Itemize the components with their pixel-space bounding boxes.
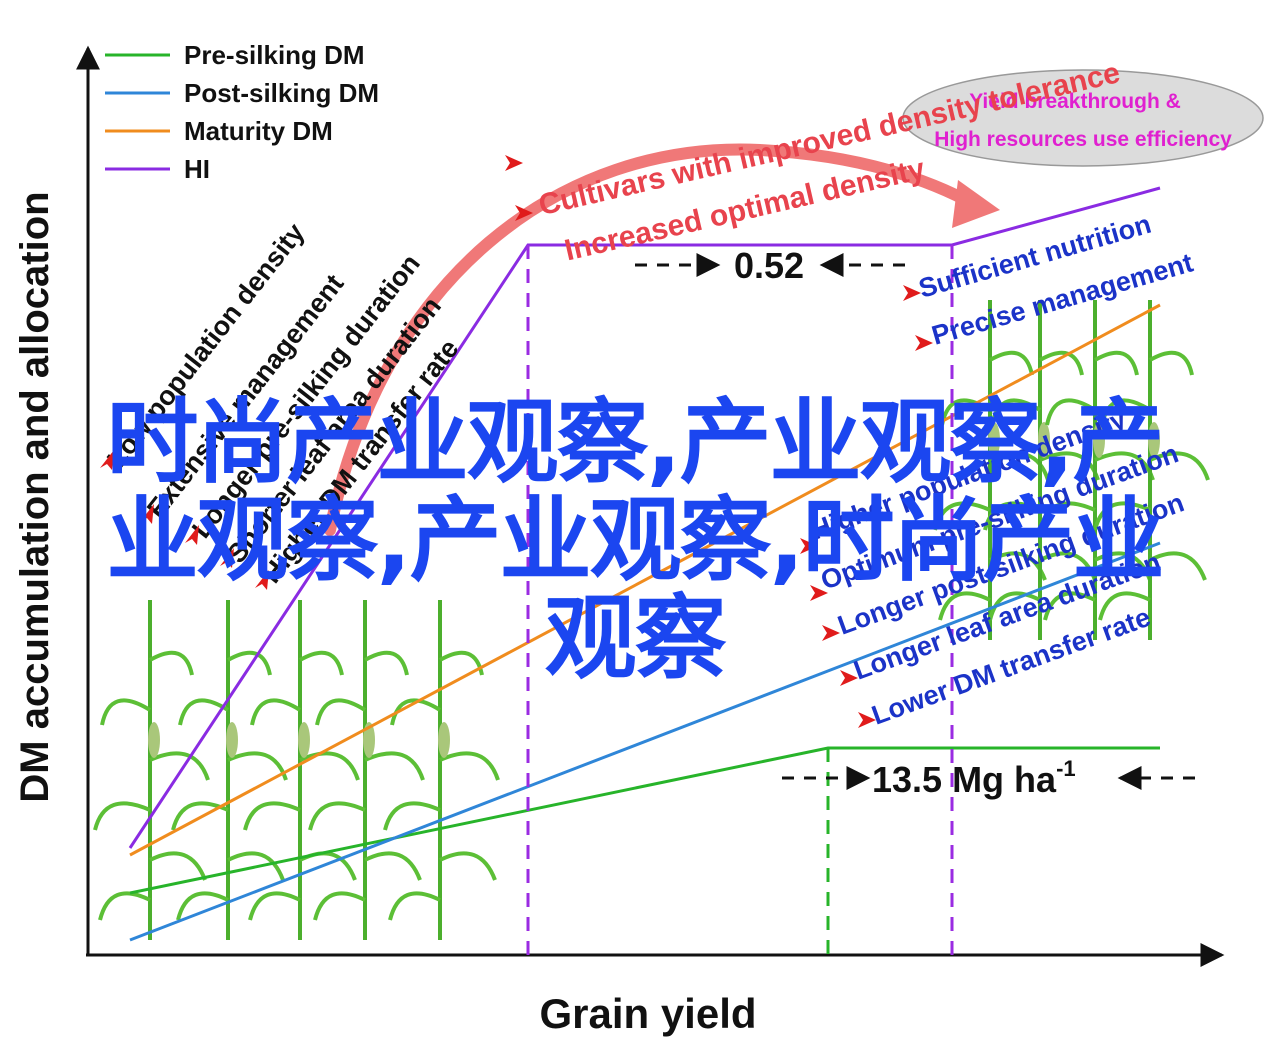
yield-threshold-label: 13.5 Mg ha-1 <box>872 756 1076 800</box>
series-line-hi <box>128 186 1161 849</box>
ellipse-line-1: Yield breakthrough & <box>969 90 1181 113</box>
series-line-post-silking-dm <box>129 541 1161 942</box>
watermark-line-2: 业观察,产业观察,时尚产业 <box>106 487 1165 594</box>
legend-label-post-silking: Post-silking DM <box>184 78 379 108</box>
curved-arrow-head <box>952 180 1000 228</box>
curved-arrow <box>324 143 981 536</box>
watermark-line-3: 观察 <box>544 585 726 692</box>
watermark-line-1: 时尚产业观察,产业观察,产 <box>106 389 1165 496</box>
legend: Pre-silking DM Post-silking DM Maturity … <box>105 40 379 184</box>
yield-breakthrough-ellipse <box>902 69 1264 167</box>
legend-label-pre-silking: Pre-silking DM <box>184 40 365 70</box>
bullet-icons <box>100 155 933 728</box>
legend-label-hi: HI <box>184 154 210 184</box>
hi-value-label: 0.52 <box>734 245 804 286</box>
y-axis-label: DM accumulation and allocation <box>13 191 57 802</box>
legend-label-maturity: Maturity DM <box>184 116 333 146</box>
series-line-maturity-dm <box>129 303 1161 857</box>
ellipse-line-2: High resources use efficiency <box>934 128 1232 151</box>
x-axis-label: Grain yield <box>539 990 756 1037</box>
